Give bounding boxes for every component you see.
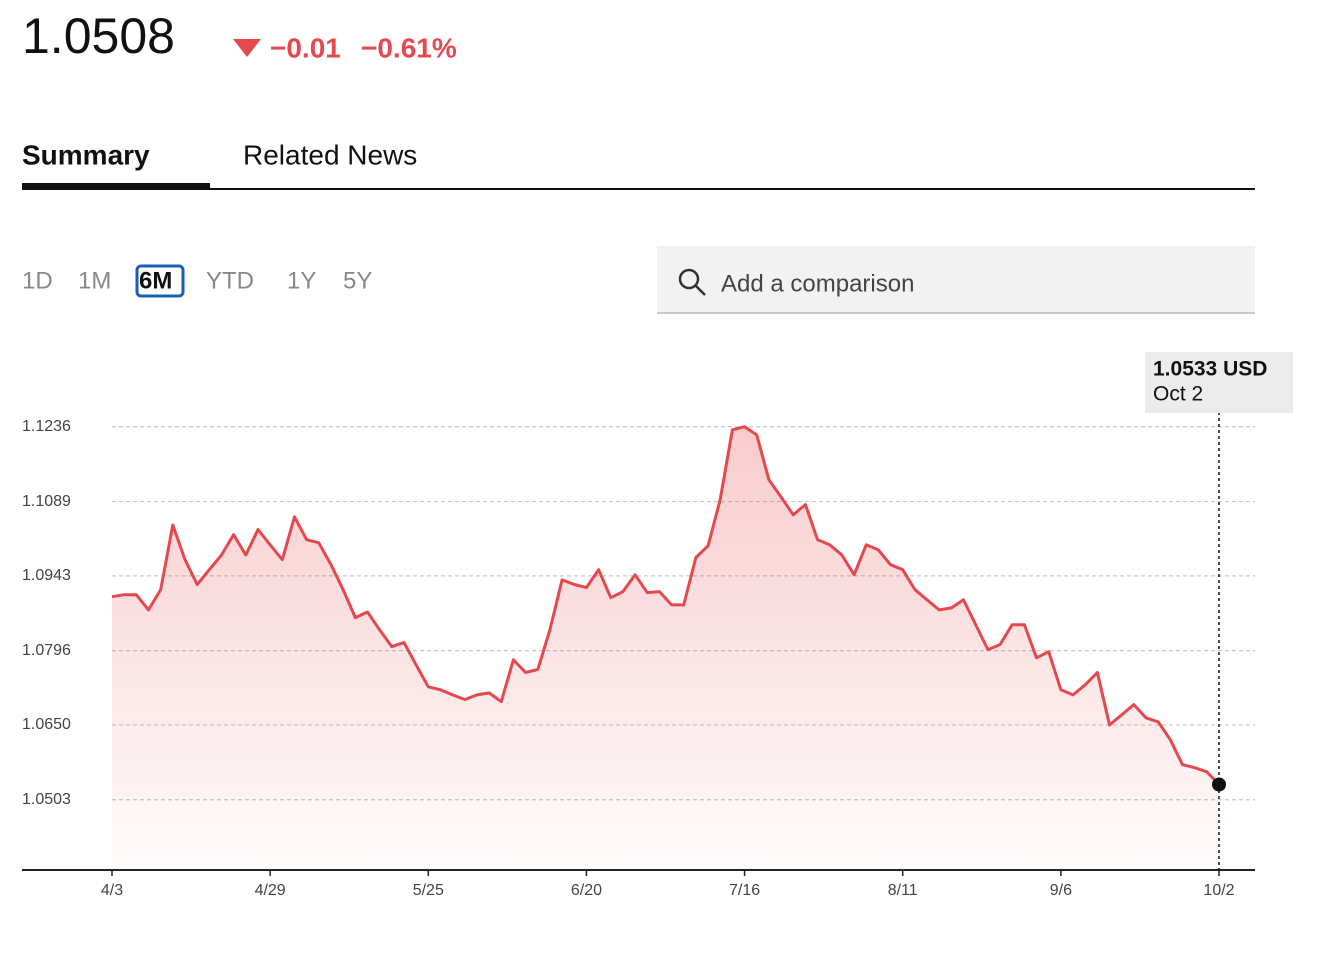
range-button[interactable]: 5Y [343,267,372,294]
range-button[interactable]: YTD [206,267,254,294]
tooltip-box [1145,352,1293,413]
range-button[interactable]: 6M [139,267,172,294]
range-button[interactable]: 1D [22,267,53,294]
tooltip-date: Oct 2 [1153,383,1203,406]
range-button[interactable]: 1M [78,267,111,294]
y-tick-label: 1.1089 [22,493,71,510]
area-fill [112,426,1219,870]
x-tick-label: 8/11 [888,882,918,899]
range-button[interactable]: 1Y [287,267,316,294]
y-tick-label: 1.0503 [22,791,71,808]
x-tick-label: 4/3 [101,882,123,899]
last-point [1212,777,1226,792]
search-placeholder: Add a comparison [721,270,914,297]
price: 1.0508 [22,8,175,64]
y-tick-label: 1.0943 [22,567,71,584]
y-tick-label: 1.1236 [22,418,71,435]
y-tick-label: 1.0650 [22,716,71,733]
search-box[interactable]: Add a comparison [657,246,1255,314]
range-selected-outline [135,264,185,298]
chart: 1.0503 1.0650 1.0796 1.0943 1.1089 1.1236 4/3 4… [22,352,1293,899]
search-icon-handle [695,285,706,296]
x-tick-label: 5/25 [413,882,444,899]
tab[interactable]: Summary [22,139,150,170]
change: −0.01 [270,32,341,63]
price-line [111,425,1221,786]
search-icon [678,268,700,290]
change-percent: −0.61% [361,32,457,63]
x-tick-label: 9/6 [1050,882,1072,899]
x-tick-label: 6/20 [571,882,602,899]
x-tick-label: 4/29 [255,882,286,899]
range-buttons: 1D 1M 6M YTD 1Y 5Y [22,264,372,298]
tab-indicator [22,183,210,189]
x-tick-label: 10/2 [1203,882,1234,899]
tab[interactable]: Related News [243,139,417,170]
tabs: Summary Related News [22,139,417,189]
tooltip-value: 1.0533 USD [1153,358,1267,381]
x-tick-label: 7/16 [729,882,760,899]
down-arrow [233,39,261,57]
search-field[interactable] [657,246,1255,313]
y-tick-label: 1.0796 [22,642,71,659]
